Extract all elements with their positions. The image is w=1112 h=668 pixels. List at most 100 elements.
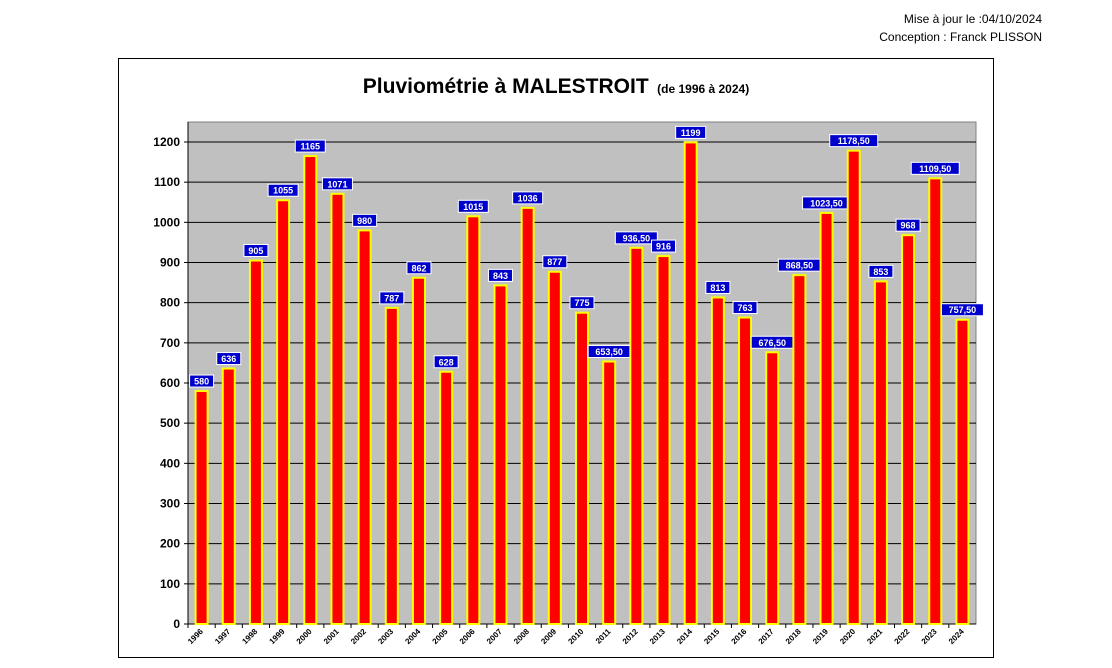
bar [493, 284, 508, 626]
y-tick-label: 300 [160, 497, 180, 511]
bar [303, 155, 318, 626]
y-tick-label: 0 [173, 617, 180, 631]
x-tick-label: 2012 [621, 627, 640, 646]
x-tick-label: 2001 [322, 627, 341, 646]
y-tick-label: 1000 [153, 215, 180, 229]
x-tick-label: 1997 [213, 627, 232, 646]
y-tick-label: 100 [160, 577, 180, 591]
x-tick-label: 2011 [594, 627, 613, 646]
chart-title-wrap: Pluviométrie à MALESTROIT (de 1996 à 202… [119, 75, 993, 99]
bar [656, 255, 671, 625]
bar [466, 215, 481, 626]
data-label: 968 [901, 221, 916, 231]
data-label-box [487, 268, 513, 282]
data-label-box [675, 125, 707, 139]
x-tick-label: 2019 [811, 627, 830, 646]
data-label: 936,50 [623, 233, 651, 243]
data-label: 1023,50 [810, 198, 843, 208]
data-label-box [189, 374, 215, 388]
x-tick-label: 1998 [240, 627, 259, 646]
data-label: 580 [194, 377, 209, 387]
y-tick-label: 600 [160, 376, 180, 390]
x-tick-label: 2013 [648, 627, 667, 646]
bar [194, 390, 209, 625]
bar [928, 177, 943, 625]
data-label: 1165 [301, 142, 321, 152]
bar [384, 306, 399, 625]
x-tick-label: 2015 [702, 627, 721, 646]
x-tick-label: 2006 [458, 627, 477, 646]
bar [819, 211, 834, 625]
x-tick-label: 2023 [920, 627, 939, 646]
x-tick-label: 2005 [431, 627, 450, 646]
data-label: 757,50 [949, 305, 977, 315]
y-tick-label: 500 [160, 416, 180, 430]
data-label-box [614, 231, 658, 245]
x-tick-label: 2003 [376, 627, 395, 646]
data-label: 877 [547, 257, 562, 267]
bar [547, 270, 562, 625]
data-label: 636 [221, 354, 236, 364]
x-tick-label: 2014 [675, 627, 694, 646]
data-label-box [732, 301, 758, 315]
data-label: 868,50 [786, 261, 814, 271]
bar-chart: 0 100 200 300 400 500 600 700 800 900 1000 1100 1200… [153, 121, 984, 646]
bar [629, 246, 644, 625]
data-label: 862 [411, 263, 426, 273]
chart-frame: Pluviométrie à MALESTROIT (de 1996 à 202… [118, 58, 994, 658]
bar [873, 280, 888, 625]
data-label: 763 [738, 303, 753, 313]
x-tick-label: 1999 [268, 627, 287, 646]
data-label: 1199 [681, 128, 701, 138]
y-tick-label: 900 [160, 256, 180, 270]
bar [765, 351, 780, 625]
x-tick-label: 2010 [566, 627, 585, 646]
data-label-box [379, 291, 405, 305]
x-tick-label: 2007 [485, 627, 504, 646]
data-label-box [267, 183, 299, 197]
data-label-box [243, 243, 269, 257]
data-label-box [216, 352, 242, 366]
data-label: 853 [873, 267, 888, 277]
data-label-box [512, 191, 544, 205]
x-tick-label: 2002 [349, 627, 368, 646]
data-label: 676,50 [758, 338, 786, 348]
bar [276, 199, 291, 625]
x-tick-label: 2004 [403, 627, 422, 646]
bar [357, 229, 372, 625]
x-tick-label: 1996 [186, 627, 205, 646]
data-label: 787 [384, 293, 399, 303]
data-label-box [910, 161, 960, 175]
update-date-text: Mise à jour le :04/10/2024 [903, 12, 1042, 26]
bar [901, 234, 916, 625]
data-label: 1055 [273, 186, 293, 196]
y-tick-label: 1100 [154, 175, 180, 189]
data-label: 1036 [518, 193, 538, 203]
data-label: 1109,50 [919, 164, 951, 174]
data-label-box [294, 139, 326, 153]
bar [710, 296, 725, 625]
y-tick-label: 1200 [153, 135, 180, 149]
x-tick-label: 2009 [539, 627, 558, 646]
data-label: 1071 [327, 179, 347, 189]
bar [411, 276, 426, 625]
data-label-box [868, 264, 894, 278]
data-label: 628 [439, 357, 454, 367]
x-tick-label: 2024 [947, 627, 966, 646]
chart-subtitle: (de 1996 à 2024) [657, 82, 750, 96]
conception-credit-text: Conception : Franck PLISSON [879, 30, 1042, 44]
y-tick-label: 200 [160, 537, 180, 551]
data-label-box [705, 280, 731, 294]
bar [683, 141, 698, 625]
data-label-box [940, 303, 984, 317]
data-label: 813 [710, 283, 725, 293]
y-tick-label: 800 [160, 296, 180, 310]
data-label-box [895, 218, 921, 232]
bar [955, 318, 970, 625]
data-label: 653,50 [595, 347, 623, 357]
bar [575, 311, 589, 625]
x-tick-label: 2020 [838, 627, 857, 646]
data-label: 980 [357, 216, 372, 226]
data-label-box [829, 134, 879, 148]
data-label-box [433, 355, 459, 369]
